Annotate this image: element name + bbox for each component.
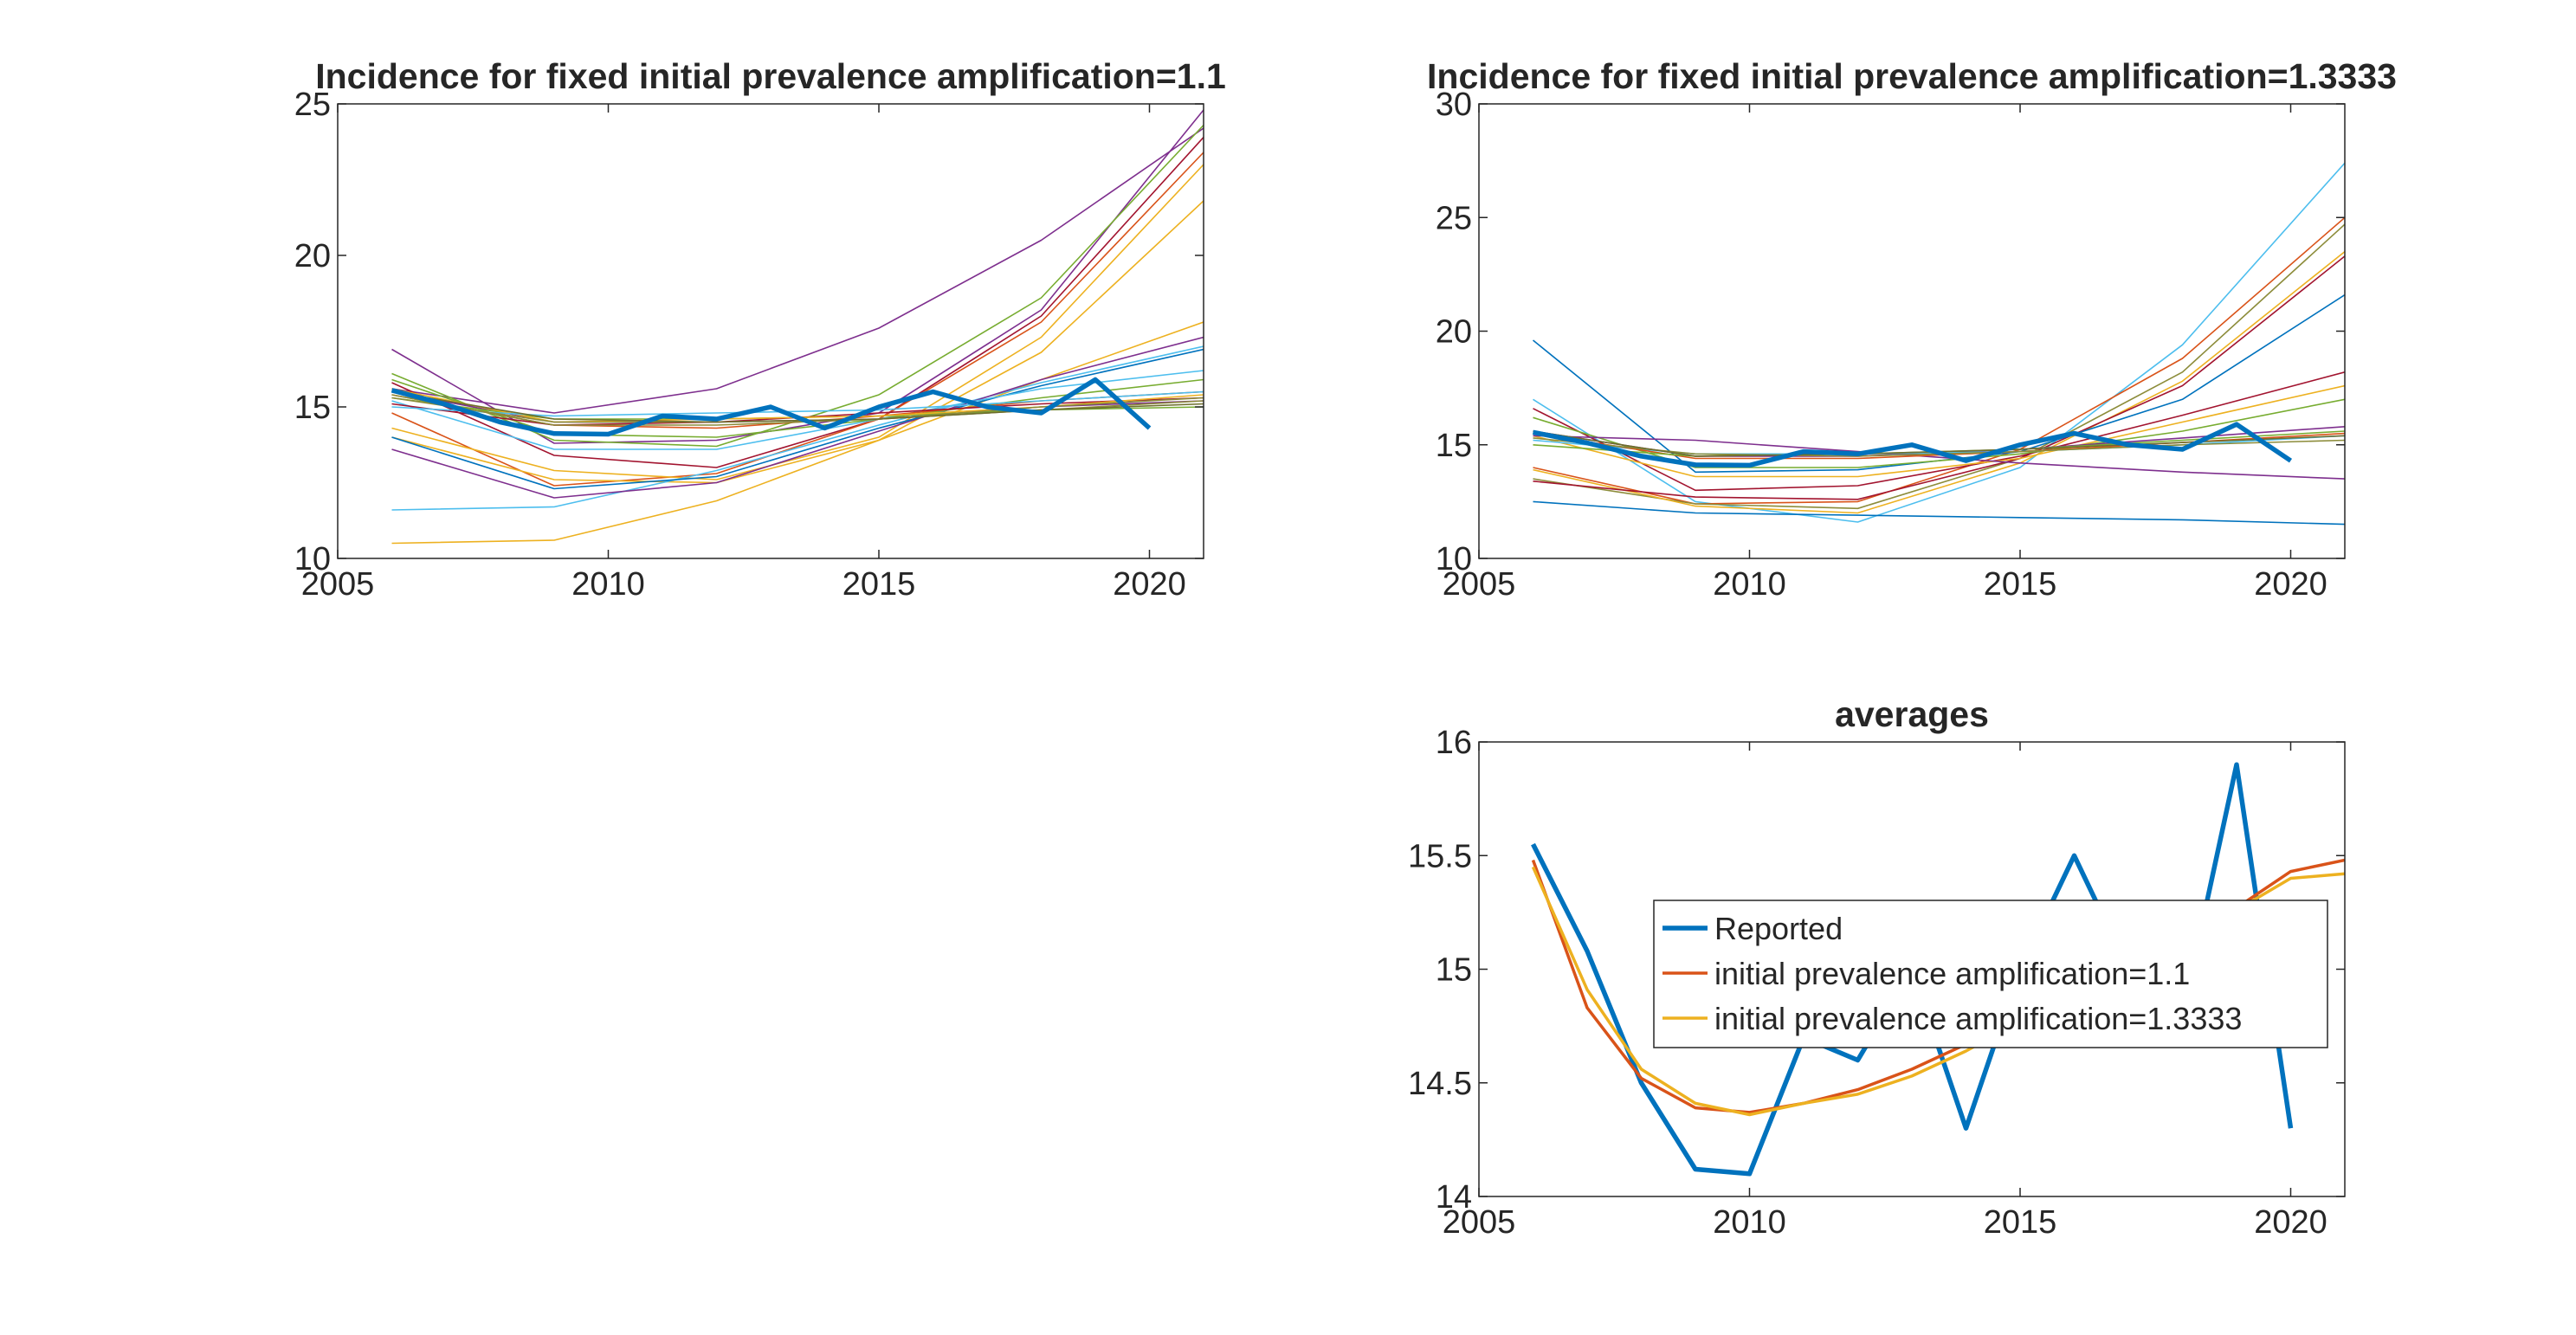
simulation-line-7 bbox=[1533, 371, 2345, 492]
x-tick-label: 2020 bbox=[1113, 566, 1186, 603]
simulation-line-1 bbox=[1533, 162, 2345, 523]
simulation-line-5 bbox=[391, 152, 1204, 487]
series-group bbox=[1532, 162, 2345, 526]
y-tick-label: 15.5 bbox=[1408, 838, 1472, 874]
chart-title: Incidence for fixed initial prevalence a… bbox=[315, 56, 1226, 96]
x-tick-label: 2015 bbox=[1984, 566, 2057, 603]
simulation-line-11 bbox=[1533, 500, 2345, 526]
y-tick-label: 15 bbox=[1436, 952, 1472, 989]
simulation-line-8 bbox=[391, 321, 1204, 545]
y-tick-label: 25 bbox=[1436, 200, 1472, 236]
plot-area bbox=[1479, 104, 2345, 558]
x-tick-label: 2020 bbox=[2254, 1204, 2327, 1241]
y-tick-label: 20 bbox=[294, 238, 331, 274]
reported-line bbox=[391, 377, 1152, 437]
simulation-line-4 bbox=[391, 136, 1204, 468]
simulation-line-2 bbox=[1533, 216, 2345, 505]
simulation-line-20 bbox=[391, 394, 1204, 426]
y-tick-label: 15 bbox=[294, 390, 331, 426]
simulation-line-11 bbox=[391, 348, 1204, 490]
y-tick-label: 30 bbox=[1436, 87, 1472, 123]
x-tick-label: 2020 bbox=[2254, 566, 2327, 603]
simulation-line-10 bbox=[391, 336, 1204, 499]
y-tick-label: 10 bbox=[1436, 541, 1472, 577]
reported-line bbox=[1532, 422, 2293, 468]
chart-title: Incidence for fixed initial prevalence a… bbox=[1427, 56, 2397, 96]
legend-box bbox=[1653, 900, 2328, 1048]
simulation-line-22 bbox=[391, 390, 1204, 423]
chart-title: averages bbox=[1835, 694, 1989, 734]
x-tick-label: 2015 bbox=[843, 566, 916, 603]
legend: Reported initial prevalence amplification… bbox=[1653, 900, 2328, 1048]
x-tick-label: 2005 bbox=[301, 566, 375, 603]
x-tick-label: 2005 bbox=[1443, 566, 1516, 603]
x-tick-label: 2010 bbox=[571, 566, 645, 603]
y-tick-label: 14 bbox=[1436, 1179, 1472, 1216]
x-tick-label: 2015 bbox=[1984, 1204, 2057, 1241]
y-tick-label: 20 bbox=[1436, 314, 1472, 351]
legend-entry: initial prevalence amplification=1.1 bbox=[1714, 956, 2190, 991]
simulation-line-10 bbox=[1533, 435, 2345, 480]
y-tick-label: 10 bbox=[294, 541, 331, 577]
y-tick-label: 25 bbox=[294, 87, 331, 123]
averages-chart: 2005 2010 2015 2020 14 14.5 15 15.5 16 averages Re… bbox=[1408, 694, 2346, 1241]
y-tick-label: 16 bbox=[1436, 725, 1472, 761]
series-group bbox=[391, 109, 1204, 545]
simulation-line-4 bbox=[1533, 250, 2345, 514]
axes-box bbox=[337, 103, 1204, 559]
y-tick-label: 15 bbox=[1436, 428, 1472, 464]
simulation-line-12 bbox=[391, 370, 1204, 450]
simulation-line-8 bbox=[1533, 384, 2345, 478]
simulation-line-6 bbox=[391, 164, 1204, 480]
x-tick-label: 2010 bbox=[1713, 1204, 1786, 1241]
y-tick-label: 14.5 bbox=[1408, 1066, 1472, 1102]
simulation-line-1 bbox=[391, 127, 1204, 414]
legend-entry: initial prevalence amplification=1.3333 bbox=[1714, 1001, 2242, 1036]
legend-entry: Reported bbox=[1714, 911, 1843, 946]
plot-area bbox=[338, 104, 1204, 558]
simulation-line-7 bbox=[391, 200, 1204, 484]
simulation-line-9 bbox=[391, 345, 1204, 511]
x-tick-label: 2005 bbox=[1443, 1204, 1516, 1241]
simulation-line-5 bbox=[1533, 255, 2345, 500]
x-tick-label: 2010 bbox=[1713, 566, 1786, 603]
